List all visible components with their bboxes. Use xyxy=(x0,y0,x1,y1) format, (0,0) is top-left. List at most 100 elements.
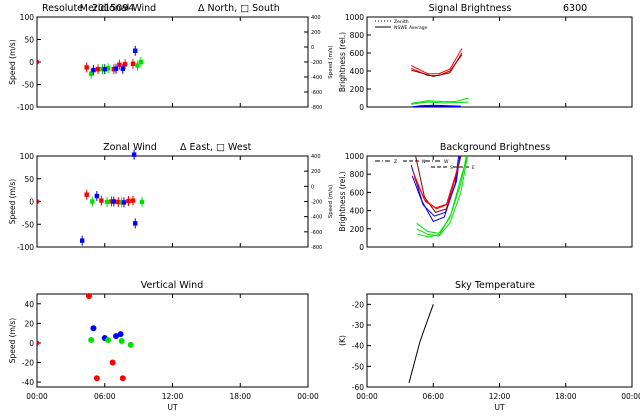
panel-background-brightness: Background Brightness 0 200 400 600 800 1000 Br… xyxy=(338,142,633,252)
data-point-red xyxy=(84,65,89,70)
y2-tick-label: -600 xyxy=(311,90,322,96)
y-tick-label: 40 xyxy=(24,300,34,309)
series-line-red-2 xyxy=(414,164,460,210)
data-point-blue xyxy=(117,331,124,338)
data-point-green xyxy=(139,199,145,205)
x-tick-label: 06:00 xyxy=(422,392,444,401)
series-line-green-2 xyxy=(411,101,469,105)
y-tick-label: 200 xyxy=(350,85,365,94)
data-point-red xyxy=(116,199,121,205)
plot-frame xyxy=(36,293,309,388)
data-point-green xyxy=(119,200,124,205)
data-point-red xyxy=(84,192,89,197)
y-tick-label: -20 xyxy=(22,359,34,368)
data-point-green xyxy=(118,337,125,344)
chart-title: Zonal Wind xyxy=(103,142,157,153)
panel-zonal-wind: Zonal Wind Δ East, □ West -100 -50 0 50 100 Spe… xyxy=(8,142,334,252)
chart-title: Background Brightness xyxy=(440,142,550,153)
series-line-green-3 xyxy=(417,155,468,238)
y2-tick-label: -200 xyxy=(311,60,322,66)
y2-tick-label: -800 xyxy=(311,245,322,251)
data-point-blue xyxy=(133,48,138,53)
data-point-blue xyxy=(120,66,126,71)
y-tick-label: 50 xyxy=(24,175,34,184)
y2-tick-label: 0 xyxy=(311,184,314,190)
y-axis-label: Speed (m/s) xyxy=(8,318,17,364)
data-point-red xyxy=(130,198,136,203)
y-tick-label: -50 xyxy=(352,362,364,371)
data-point-blue xyxy=(131,152,137,157)
plot-frame xyxy=(36,155,309,248)
date-label: 2015094 xyxy=(92,3,134,14)
legend-label: NSWE Average xyxy=(394,25,428,31)
data-point-blue xyxy=(121,200,127,205)
series-line-sky xyxy=(408,304,434,384)
x-tick-label: 18:00 xyxy=(555,392,577,401)
data-point-red xyxy=(111,67,116,72)
data-point-green xyxy=(138,59,144,65)
series-line-blue-1 xyxy=(410,155,460,223)
data-point-green xyxy=(105,66,111,71)
y2-tick-label: -600 xyxy=(311,230,322,236)
data-point-red xyxy=(119,375,126,382)
x-tick-label: 00:00 xyxy=(297,392,319,401)
y2-tick-label: -400 xyxy=(311,75,322,81)
y-tick-label: 20 xyxy=(24,319,34,328)
x-axis-label: UT xyxy=(167,403,177,412)
x-tick-label: 12:00 xyxy=(489,392,511,401)
y-tick-label: 0 xyxy=(29,198,34,207)
legend-label: E xyxy=(472,165,475,171)
wavelength-label: 6300 xyxy=(563,3,587,14)
y-tick-label: -50 xyxy=(22,81,34,90)
y2-tick-label: 200 xyxy=(311,30,321,36)
y-tick-label: 600 xyxy=(350,49,365,58)
panel-meridional-wind: Meridional Wind Δ North, □ South -100 -50 0 5… xyxy=(8,3,334,112)
y2-tick-label: -800 xyxy=(311,105,322,111)
data-point-red xyxy=(130,61,136,66)
legend-label: S xyxy=(450,165,453,171)
legend-label: Z xyxy=(394,159,397,165)
x-tick-label: 06:00 xyxy=(94,392,116,401)
series-line-green-1 xyxy=(411,97,469,104)
data-point-green xyxy=(89,71,94,76)
y-tick-label: -40 xyxy=(352,342,364,351)
y-tick-label: 600 xyxy=(350,188,365,197)
chart-title: Signal Brightness xyxy=(429,3,512,14)
x-tick-label: 00:00 xyxy=(356,392,378,401)
series-line-red-1 xyxy=(410,48,463,75)
series-line-darkred xyxy=(411,52,463,77)
data-point-red xyxy=(122,62,128,67)
y-tick-label: -20 xyxy=(352,300,364,309)
data-point-blue xyxy=(113,66,119,71)
y-tick-label: 0 xyxy=(359,103,364,112)
y2-axis-label: Speed (m/s) xyxy=(328,45,334,78)
y2-tick-label: 0 xyxy=(311,45,314,51)
y2-tick-label: 400 xyxy=(311,154,321,160)
y-axis-label: (K) xyxy=(338,335,347,346)
data-point-blue xyxy=(79,238,85,243)
data-point-zero-marker xyxy=(37,339,41,346)
data-point-blue xyxy=(91,67,96,73)
y-tick-label: 800 xyxy=(350,31,365,40)
data-point-red xyxy=(117,62,122,67)
station-label: Resolute xyxy=(42,3,83,14)
y-tick-label: 200 xyxy=(350,225,365,234)
y-tick-label: 50 xyxy=(24,36,34,45)
legend-label: N xyxy=(422,159,425,165)
panel-sky-temperature: Sky Temperature 00:00 06:00 12:00 18:00 00:00… xyxy=(338,280,640,412)
y-tick-label: 100 xyxy=(20,13,35,22)
plot-frame xyxy=(366,155,633,248)
data-point-blue xyxy=(113,333,120,340)
y2-tick-label: -200 xyxy=(311,200,322,206)
y-tick-label: 100 xyxy=(20,152,35,161)
y-tick-label: 0 xyxy=(29,339,34,348)
data-point-red xyxy=(109,199,114,204)
y-tick-label: -100 xyxy=(17,243,34,252)
plot-frame xyxy=(366,293,633,388)
data-point-red xyxy=(85,292,92,299)
y-tick-label: -40 xyxy=(22,378,34,387)
data-point-zero-marker xyxy=(37,59,41,65)
y2-tick-label: 400 xyxy=(311,15,321,21)
data-point-red xyxy=(99,198,104,203)
y-tick-label: 0 xyxy=(359,243,364,252)
